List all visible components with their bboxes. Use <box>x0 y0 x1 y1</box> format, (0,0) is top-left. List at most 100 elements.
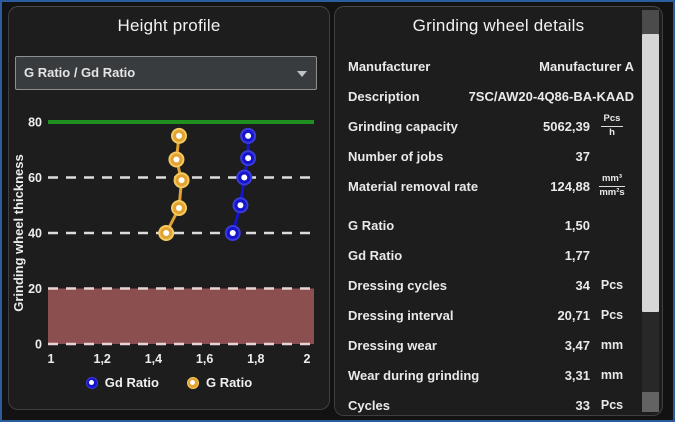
detail-row: Dressing cycles 34 Pcs <box>335 270 640 300</box>
y-axis-tick: 80 <box>28 116 42 130</box>
data-point-marker <box>236 169 253 186</box>
detail-row: Material removal rate 124,88 mm³ mm²s <box>335 171 640 201</box>
detail-unit: Pcs <box>600 308 624 322</box>
data-point-marker <box>171 127 187 144</box>
data-point-marker <box>240 150 257 167</box>
detail-row: Number of jobs 37 <box>335 141 640 171</box>
data-point-marker <box>171 200 187 217</box>
detail-value: 20,71 <box>557 307 590 323</box>
danger-zone <box>48 288 314 344</box>
detail-value: 7SC/AW20-4Q86-BA-KAAD <box>468 88 634 104</box>
height-profile-title: Height profile <box>117 16 221 35</box>
data-point-center <box>245 132 252 139</box>
detail-value: 5062,39 <box>543 118 590 134</box>
data-point-center <box>163 230 170 236</box>
x-axis-tick: 1,4 <box>145 352 162 366</box>
data-point-marker <box>224 225 241 241</box>
detail-label: Description <box>348 88 420 104</box>
grinding-wheel-details-panel: Grinding wheel details Manufacturer Manuf… <box>334 6 663 416</box>
detail-unit: Pcs <box>600 278 624 292</box>
detail-row: Manufacturer Manufacturer A <box>335 51 640 81</box>
detail-value: 34 <box>575 277 590 293</box>
x-axis-tick: 1 <box>48 352 55 366</box>
legend-marker-dot <box>89 380 95 385</box>
data-point-center <box>173 156 180 163</box>
detail-row: Gd Ratio 1,77 <box>335 240 640 270</box>
detail-row: Wear during grinding 3,31 mm <box>335 360 640 390</box>
detail-label: Dressing cycles <box>348 277 448 293</box>
legend-item: G Ratio <box>186 375 253 390</box>
detail-label: Manufacturer <box>348 58 431 74</box>
detail-unit: mm³ mm²s <box>590 173 634 199</box>
chart-legend: Gd Ratio G Ratio <box>9 375 329 390</box>
detail-value: 3,31 <box>564 367 590 383</box>
y-axis-tick: 40 <box>28 227 42 241</box>
legend-label: Gd Ratio <box>104 375 159 390</box>
data-point-marker <box>168 151 185 168</box>
chevron-down-icon <box>297 71 307 77</box>
data-point-marker <box>240 127 257 144</box>
x-axis-tick: 1,8 <box>247 352 264 366</box>
legend-marker-icon <box>186 376 199 389</box>
dropdown-selected-value: G Ratio / Gd Ratio <box>24 65 136 80</box>
detail-row: Description 7SC/AW20-4Q86-BA-KAAD <box>335 81 640 111</box>
legend-marker-dot <box>190 380 196 385</box>
unit-denominator: mm²s <box>599 186 625 198</box>
detail-row: Cycles 33 Pcs <box>335 390 640 415</box>
data-point-center <box>229 230 236 236</box>
detail-label: Cycles <box>348 397 390 413</box>
detail-label: Number of jobs <box>348 148 444 164</box>
height-profile-panel: Height profile G Ratio / Gd Ratio 80 60 40… <box>8 6 330 410</box>
scrollbar-button-up[interactable] <box>642 10 659 34</box>
data-point-marker <box>232 197 249 214</box>
detail-unit: Pcs h <box>590 113 634 139</box>
details-scrollbar[interactable] <box>642 10 659 412</box>
detail-row: Grinding capacity 5062,39 Pcs h <box>335 111 640 141</box>
data-point-center <box>241 174 248 181</box>
series-line <box>164 135 184 234</box>
detail-value: 1,77 <box>564 247 590 263</box>
detail-unit: Pcs <box>600 398 624 412</box>
detail-label: Grinding capacity <box>348 118 458 134</box>
detail-value: 3,47 <box>564 337 590 353</box>
profile-type-dropdown[interactable]: G Ratio / Gd Ratio <box>15 56 317 90</box>
data-point-center <box>237 202 244 209</box>
series-line <box>231 135 250 234</box>
detail-unit: mm <box>600 368 624 382</box>
legend-item: Gd Ratio <box>85 375 159 390</box>
x-axis-tick: 2 <box>304 352 311 366</box>
unit-numerator: mm³ <box>598 173 626 187</box>
legend-marker-icon <box>85 376 98 389</box>
scrollbar-thumb[interactable] <box>642 34 659 312</box>
unit-denominator: h <box>609 126 615 138</box>
details-title: Grinding wheel details <box>412 16 585 35</box>
detail-label: Material removal rate <box>348 178 479 194</box>
detail-value: 124,88 <box>550 178 590 194</box>
detail-row: Dressing interval 20,71 Pcs <box>335 300 640 330</box>
detail-label: Dressing wear <box>348 337 437 353</box>
legend-label: G Ratio <box>205 375 253 390</box>
y-axis-tick: 0 <box>35 338 42 352</box>
data-point-center <box>176 132 182 139</box>
detail-row: Dressing wear 3,47 mm <box>335 330 640 360</box>
data-point-center <box>176 205 182 212</box>
x-axis-tick: 1,6 <box>196 352 213 366</box>
detail-row: G Ratio 1,50 <box>335 210 640 240</box>
detail-label: Gd Ratio <box>348 247 403 263</box>
y-axis-label: Grinding wheel thickness <box>11 154 26 311</box>
data-point-marker <box>173 172 190 189</box>
detail-value: 37 <box>575 148 590 164</box>
scrollbar-button-down[interactable] <box>642 392 659 412</box>
y-axis-tick: 20 <box>28 282 42 296</box>
detail-value: 33 <box>575 397 590 413</box>
details-rows: Manufacturer Manufacturer A Description 7SC… <box>335 51 640 415</box>
detail-label: Wear during grinding <box>348 367 480 383</box>
data-point-center <box>245 155 252 162</box>
detail-label: Dressing interval <box>348 307 454 323</box>
detail-value: Manufacturer A <box>539 58 634 74</box>
data-point-marker <box>158 225 175 241</box>
data-point-center <box>178 177 185 184</box>
detail-label: G Ratio <box>348 217 395 233</box>
y-axis-tick: 60 <box>28 171 42 185</box>
